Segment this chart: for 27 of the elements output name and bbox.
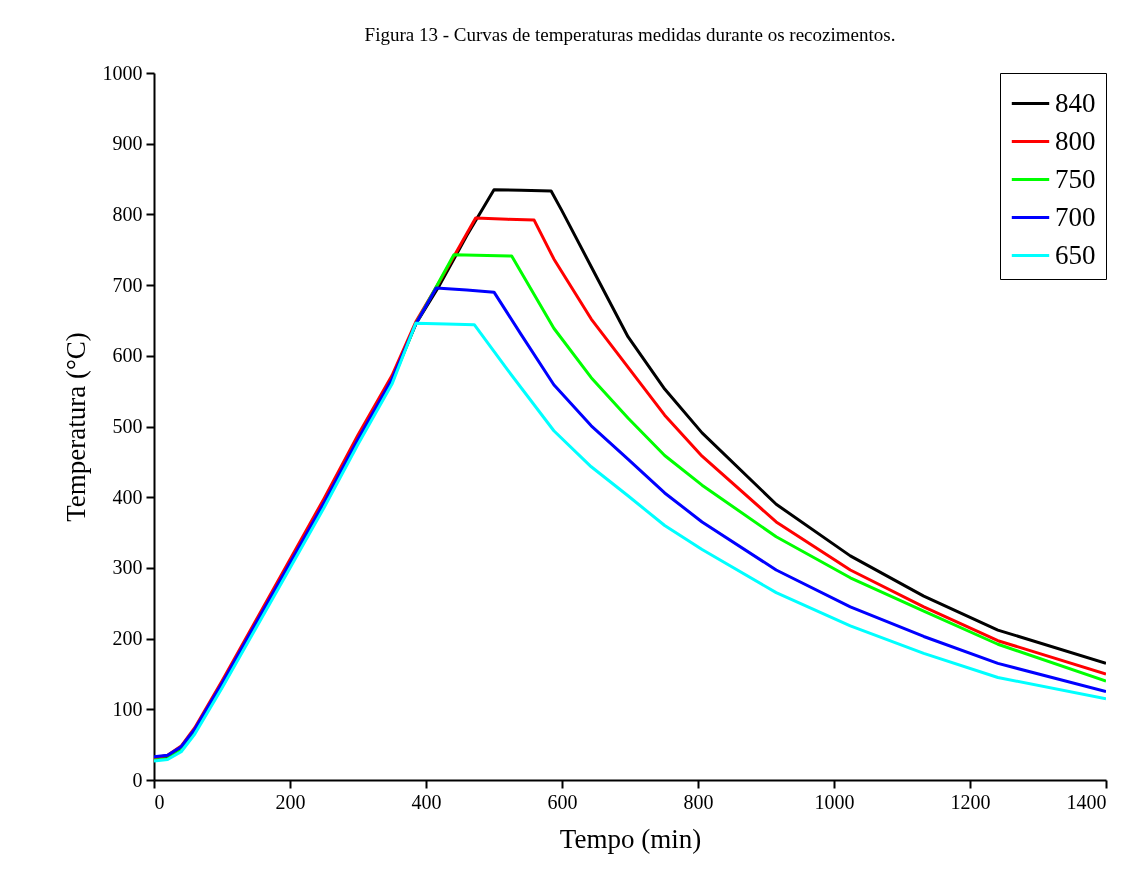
y-tick-label: 0	[132, 768, 143, 791]
x-tick-label: 1400	[1066, 790, 1107, 813]
legend-label: 650	[1055, 239, 1096, 270]
y-tick-label: 800	[112, 202, 143, 225]
x-tick-label: 0	[154, 790, 165, 813]
legend-label: 840	[1055, 87, 1096, 118]
y-tick-label: 700	[112, 273, 143, 296]
y-tick-label: 100	[112, 697, 143, 720]
y-axis-title: Temperatura (°C)	[60, 332, 91, 522]
x-tick-label: 1000	[814, 790, 855, 813]
x-tick-label: 200	[275, 790, 306, 813]
x-tick-label: 800	[683, 790, 714, 813]
y-tick-label: 400	[112, 485, 143, 508]
x-tick-label: 1200	[950, 790, 991, 813]
y-tick-label: 900	[112, 132, 143, 155]
x-axis-title: Tempo (min)	[559, 823, 702, 854]
y-tick-label: 200	[112, 627, 143, 650]
legend-label: 700	[1055, 201, 1096, 232]
legend-label: 800	[1055, 125, 1096, 156]
y-tick-label: 500	[112, 415, 143, 437]
legend-label: 750	[1055, 163, 1096, 194]
y-tick-label: 600	[112, 344, 143, 367]
chart-title: Figura 13 - Curvas de temperaturas medidas durante os recozimentos.	[364, 24, 896, 45]
x-tick-label: 400	[411, 790, 442, 813]
x-tick-label: 600	[547, 790, 578, 813]
y-tick-label: 300	[112, 556, 143, 579]
y-tick-label: 1000	[102, 61, 143, 84]
